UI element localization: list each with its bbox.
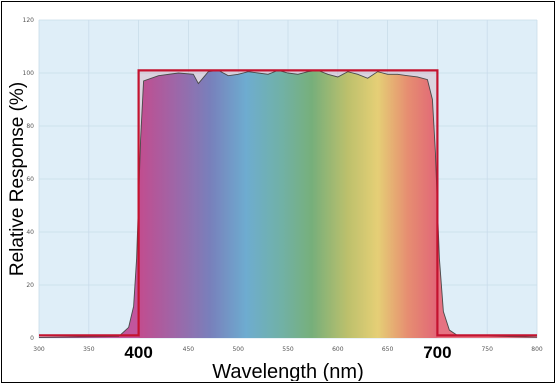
x-tick-label: 500 [232, 346, 244, 353]
x-tick-label: 300 [33, 346, 45, 353]
y-tick-label: 100 [23, 70, 35, 77]
y-tick-label: 0 [30, 335, 34, 342]
series-lines [39, 69, 537, 338]
y-tick-label: 80 [26, 123, 34, 130]
x-tick-label-highlight: 700 [423, 343, 451, 362]
x-axis-title: Wavelength (nm) [212, 361, 364, 381]
x-tick-label: 600 [332, 346, 344, 353]
x-tick-label: 450 [183, 346, 195, 353]
x-tick-label: 550 [282, 346, 294, 353]
y-axis-ticks: 0 20 40 60 80 100 120 [23, 17, 35, 342]
x-tick-label-highlight: 400 [124, 343, 152, 362]
x-tick-label: 350 [83, 346, 95, 353]
spectrum-band [39, 70, 537, 338]
x-axis-ticks: 300 350 400 450 500 550 600 650 700 750 800 [33, 343, 543, 362]
y-axis-title: Relative Response (%) [7, 82, 28, 276]
y-tick-label: 60 [26, 176, 34, 183]
y-tick-label: 20 [26, 282, 34, 289]
y-tick-label: 40 [26, 229, 34, 236]
y-tick-label: 120 [23, 17, 35, 24]
x-tick-label: 750 [481, 346, 493, 353]
series-line-ideal [39, 69, 537, 337]
x-tick-label: 650 [382, 346, 394, 353]
spectrum-fill [39, 70, 537, 338]
response-chart: 300 350 400 450 500 550 600 650 700 750 800 0 20 40 6… [7, 17, 543, 381]
x-tick-label: 800 [531, 346, 543, 353]
ideal-band-fill [138, 70, 438, 338]
series-line-measured [39, 69, 537, 338]
